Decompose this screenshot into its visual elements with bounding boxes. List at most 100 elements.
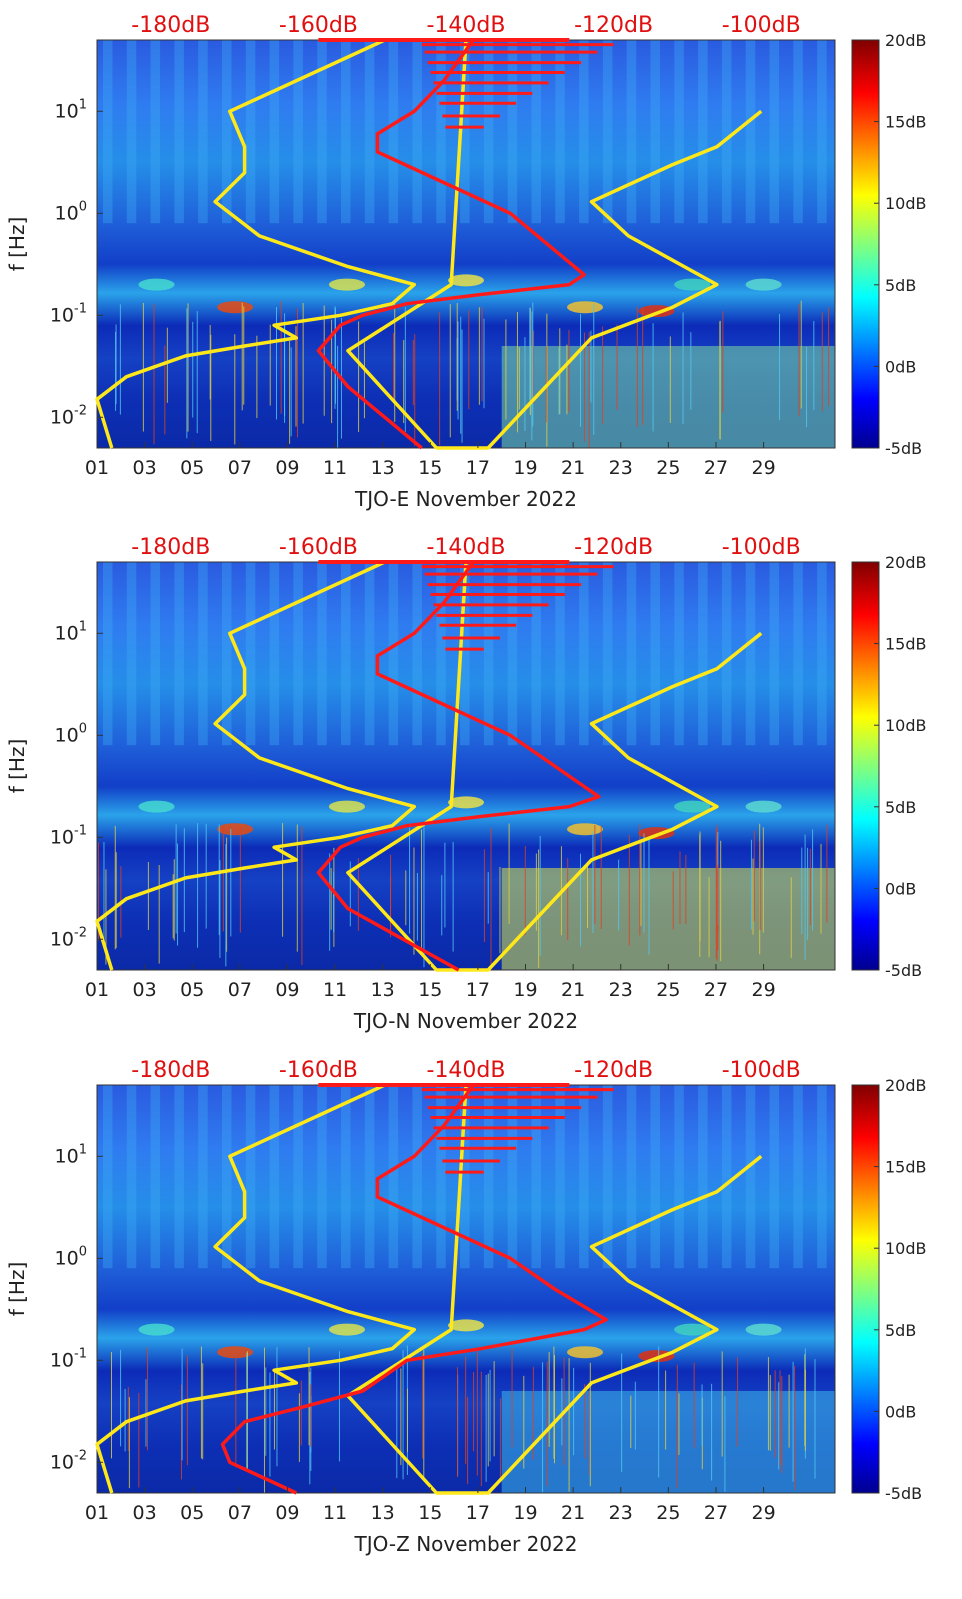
x-tick-label: 21 [561, 457, 585, 479]
day-band [412, 562, 422, 746]
top-axis-label: -100dB [722, 13, 801, 38]
y-tick-label: 10-2 [50, 403, 87, 428]
x-tick-label: 09 [275, 457, 299, 479]
day-band [817, 40, 827, 224]
x-tick-label: 07 [228, 1502, 252, 1524]
colorbar-label: 20dB [885, 1076, 927, 1095]
energy-spot [138, 278, 175, 291]
day-band [602, 562, 613, 746]
x-tick-label: 09 [275, 979, 299, 1001]
colorbar [851, 561, 880, 971]
day-band [721, 562, 732, 746]
energy-spot [567, 301, 604, 314]
day-band [507, 40, 518, 224]
day-band [388, 40, 399, 224]
day-band [745, 562, 756, 746]
day-band [793, 562, 803, 746]
day-band [626, 40, 637, 224]
top-axis-label: -120dB [574, 13, 653, 38]
colorbar-label: 10dB [885, 194, 927, 213]
energy-spot [674, 278, 711, 291]
spectrogram-day-bands [102, 1085, 827, 1269]
day-band [221, 562, 232, 746]
colorbar-label: 0dB [885, 357, 916, 376]
low-frequency-region [501, 346, 835, 448]
day-band [174, 40, 184, 224]
day-band [531, 562, 541, 746]
x-tick-label: 23 [609, 457, 633, 479]
day-band [245, 562, 256, 746]
day-band [626, 562, 637, 746]
day-band [602, 40, 613, 224]
x-tick-label: 11 [323, 979, 347, 1001]
day-band [412, 40, 422, 224]
x-tick-label: 29 [751, 457, 775, 479]
red-curve-spikes [318, 560, 614, 651]
day-band [555, 40, 565, 224]
x-tick-label: 13 [371, 1502, 395, 1524]
day-band [245, 1085, 256, 1269]
colorbar-label: 15dB [885, 1158, 927, 1177]
day-band [198, 562, 208, 746]
energy-spot [138, 800, 175, 813]
top-axis-label: -140dB [427, 535, 506, 560]
day-band [674, 562, 684, 746]
day-band [674, 40, 684, 224]
x-tick-label: 25 [656, 1502, 680, 1524]
x-tick-label: 29 [751, 1502, 775, 1524]
day-band [650, 1085, 661, 1269]
day-band [341, 562, 351, 746]
energy-spot [448, 796, 484, 809]
top-axis-label: -120dB [574, 1058, 653, 1083]
y-axis-label: f [Hz] [5, 739, 29, 794]
colorbar-label: 10dB [885, 716, 927, 735]
day-band [626, 1085, 637, 1269]
x-tick-label: 25 [656, 457, 680, 479]
spectrogram-day-bands [102, 40, 827, 224]
day-band [126, 40, 137, 224]
day-band [698, 1085, 708, 1269]
day-band [555, 562, 565, 746]
day-band [745, 1085, 756, 1269]
day-band [174, 1085, 184, 1269]
colorbar-label: 15dB [885, 113, 927, 132]
energy-spot [217, 1346, 254, 1359]
x-tick-label: 15 [418, 979, 442, 1001]
yellow-noise-curve [95, 560, 763, 972]
y-tick-label: 10-2 [50, 1448, 87, 1473]
energy-spot [448, 274, 484, 287]
day-band [198, 40, 208, 224]
day-band [579, 562, 589, 746]
x-tick-label: 21 [561, 1502, 585, 1524]
energy-spot [745, 1323, 782, 1336]
y-tick-label: 101 [55, 1142, 87, 1167]
red-noise-curve [220, 1083, 608, 1495]
day-band [483, 1085, 494, 1269]
day-band [721, 40, 732, 224]
day-band [745, 40, 756, 224]
x-tick-label: 19 [513, 979, 537, 1001]
day-band [341, 40, 351, 224]
day-band [650, 40, 661, 224]
x-tick-label: 01 [85, 457, 109, 479]
y-tick-label: 10-1 [50, 1346, 87, 1371]
day-band [150, 562, 161, 746]
day-band [388, 562, 399, 746]
event-stripes [97, 823, 828, 970]
day-band [364, 562, 375, 746]
day-band [531, 1085, 541, 1269]
x-tick-label: 19 [513, 457, 537, 479]
low-frequency-region [501, 868, 835, 970]
day-band [721, 1085, 732, 1269]
day-band [364, 1085, 375, 1269]
y-tick-label: 101 [55, 97, 87, 122]
day-band [650, 562, 661, 746]
day-band [436, 562, 446, 746]
x-tick-label: 17 [466, 1502, 490, 1524]
day-band [293, 40, 303, 224]
x-tick-label: 07 [228, 457, 252, 479]
day-band [126, 1085, 137, 1269]
x-tick-label: 27 [704, 457, 728, 479]
energy-spot [138, 1323, 175, 1336]
